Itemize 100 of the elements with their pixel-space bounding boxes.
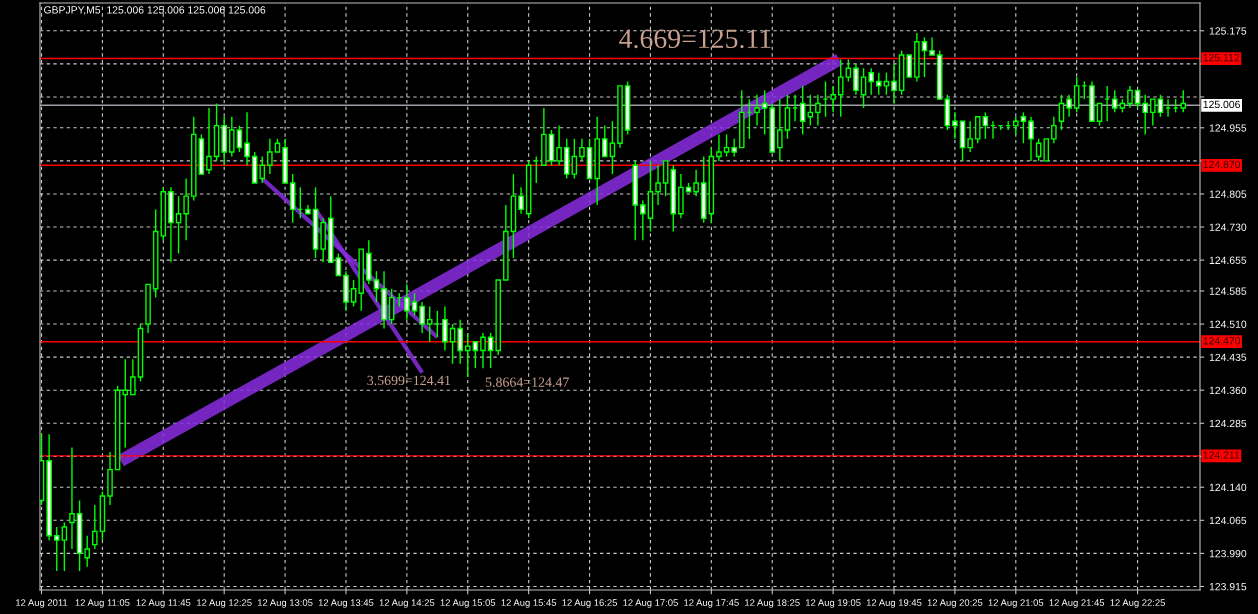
y-tick-label: 124.510 bbox=[1209, 320, 1247, 328]
candlestick bbox=[244, 111, 250, 166]
candlestick bbox=[1043, 138, 1050, 162]
candlestick bbox=[929, 36, 935, 56]
y-tick-label: 124.585 bbox=[1209, 287, 1247, 295]
candlestick bbox=[1150, 98, 1156, 127]
candlestick bbox=[267, 138, 273, 175]
ref-line-label: 125.112 bbox=[1203, 53, 1240, 62]
candlestick bbox=[1096, 102, 1103, 127]
candlestick bbox=[716, 133, 722, 162]
x-tick-label: 12 Aug 22:25 bbox=[1110, 599, 1166, 608]
candlestick bbox=[815, 94, 821, 127]
candlestick bbox=[92, 504, 98, 550]
y-tick-label: 123.990 bbox=[1209, 549, 1247, 558]
candlestick bbox=[404, 283, 410, 321]
candlestick bbox=[206, 107, 212, 175]
candlestick bbox=[350, 279, 357, 308]
candlestick bbox=[426, 305, 433, 343]
candlestick bbox=[259, 155, 266, 184]
candlestick bbox=[373, 270, 380, 303]
candlestick bbox=[860, 67, 867, 109]
candlestick bbox=[883, 71, 890, 96]
candlestick bbox=[53, 526, 60, 572]
x-tick-label: 12 Aug 20:25 bbox=[927, 599, 983, 608]
y-tick-label: 124.065 bbox=[1209, 516, 1247, 525]
candlestick bbox=[1020, 111, 1027, 144]
candlestick bbox=[84, 535, 90, 568]
candlestick bbox=[1111, 89, 1118, 114]
annotation: 4.669=125.11 bbox=[619, 29, 771, 49]
candlestick bbox=[556, 124, 562, 166]
ref-line-label: 124.211 bbox=[1203, 451, 1240, 459]
candlestick bbox=[921, 36, 928, 78]
y-tick-label: 124.435 bbox=[1209, 353, 1247, 362]
y-tick-label: 124.805 bbox=[1209, 190, 1247, 198]
candlestick bbox=[61, 521, 68, 572]
x-tick-label: 12 Aug 13:05 bbox=[257, 599, 313, 608]
candlestick bbox=[662, 160, 669, 197]
candlestick bbox=[754, 94, 760, 127]
candlestick bbox=[419, 301, 425, 334]
candlestick bbox=[457, 318, 463, 365]
y-tick-label: 125.175 bbox=[1209, 27, 1247, 35]
candlestick bbox=[655, 164, 661, 206]
candlestick bbox=[982, 111, 989, 140]
candlestick bbox=[837, 58, 844, 118]
candlestick bbox=[464, 332, 471, 378]
x-tick-label: 12 Aug 21:45 bbox=[1049, 599, 1105, 608]
candlestick bbox=[1028, 116, 1034, 162]
candlestick bbox=[1066, 94, 1072, 118]
candlestick bbox=[1180, 89, 1187, 114]
candlestick bbox=[830, 85, 836, 114]
candlestick bbox=[601, 124, 608, 158]
x-tick-label: 12 Aug 11:05 bbox=[75, 599, 130, 608]
candlestick bbox=[69, 446, 75, 550]
candlestick bbox=[640, 199, 646, 241]
x-tick-label: 12 Aug 2011 bbox=[16, 599, 68, 608]
x-tick-label: 12 Aug 16:25 bbox=[562, 599, 617, 608]
candlestick bbox=[1142, 94, 1148, 136]
x-tick-label: 12 Aug 21:05 bbox=[988, 599, 1044, 608]
x-tick-label: 12 Aug 13:45 bbox=[318, 599, 374, 608]
candlestick bbox=[1073, 76, 1080, 114]
candlestick bbox=[236, 124, 243, 153]
y-tick-label: 124.140 bbox=[1209, 483, 1247, 492]
y-tick-label: 124.655 bbox=[1209, 256, 1247, 264]
x-tick-label: 12 Aug 19:05 bbox=[806, 599, 861, 608]
annotation: 3.5699=124.41 bbox=[367, 375, 451, 386]
candlestick bbox=[952, 111, 958, 140]
y-tick-label: 124.285 bbox=[1209, 419, 1247, 428]
candlestick bbox=[518, 186, 524, 215]
y-tick-label: 124.730 bbox=[1209, 223, 1247, 231]
candlestick bbox=[472, 341, 479, 369]
candlestick bbox=[868, 67, 874, 96]
candlestick bbox=[130, 358, 136, 396]
candlestick bbox=[229, 116, 235, 158]
x-tick-label: 12 Aug 19:45 bbox=[866, 599, 922, 608]
candlestick bbox=[876, 71, 882, 96]
candlestick bbox=[335, 252, 342, 277]
candlestick bbox=[845, 58, 852, 83]
candlestick bbox=[1157, 94, 1164, 118]
candlestick bbox=[723, 133, 730, 158]
ref-line-label: 124.470 bbox=[1203, 337, 1241, 345]
candlestick bbox=[122, 358, 129, 449]
candlestick bbox=[1051, 116, 1057, 144]
candlestick bbox=[777, 98, 783, 162]
x-tick-label: 12 Aug 17:45 bbox=[684, 599, 739, 608]
x-tick-label: 12 Aug 11:45 bbox=[136, 599, 191, 608]
chart-title: GBPJPY,M5 125.006 125.006 125.006 125.006 bbox=[44, 6, 266, 15]
x-tick-label: 12 Aug 15:05 bbox=[440, 599, 496, 608]
candlestick bbox=[579, 138, 585, 162]
x-tick-label: 12 Aug 14:25 bbox=[379, 599, 435, 608]
x-tick-label: 12 Aug 12:25 bbox=[197, 599, 252, 608]
candlestick bbox=[891, 63, 897, 105]
candlestick bbox=[853, 63, 859, 96]
x-tick-label: 12 Aug 15:45 bbox=[501, 599, 557, 608]
candlestick bbox=[480, 332, 486, 369]
candlestick bbox=[442, 305, 448, 352]
x-tick-label: 12 Aug 18:25 bbox=[745, 599, 800, 608]
candlestick bbox=[1127, 85, 1133, 109]
y-tick-label: 124.955 bbox=[1209, 124, 1247, 132]
candlestick bbox=[799, 85, 806, 136]
ref-line-label: 125.006 bbox=[1203, 100, 1240, 109]
